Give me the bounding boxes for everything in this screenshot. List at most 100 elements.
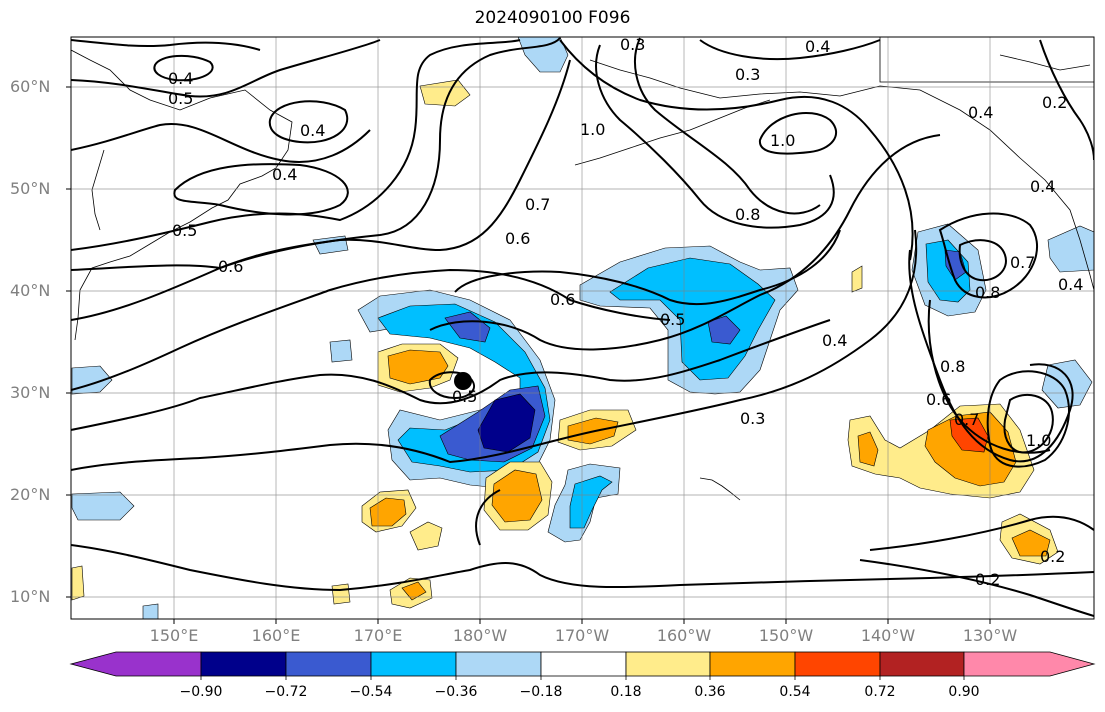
coastlines [71,37,1094,501]
negative-anomaly-patch [1047,225,1094,273]
lat-label-50n: 50°N [10,179,51,198]
contour-label: 0.8 [735,205,760,224]
colorbar-segment [709,651,796,677]
colorbar-segment [370,651,457,677]
contour-label: 0.7 [1010,253,1035,272]
contour-line [699,39,881,61]
map-title: 2024090100 F096 [474,8,631,28]
contour-line [938,212,1039,299]
contour-label: 1.0 [1026,431,1051,450]
contour-line [559,39,914,261]
contour-label: 0.2 [1040,547,1065,566]
gridlines [71,37,1094,619]
colorbar-tick-label: −0.54 [349,684,393,700]
negative-anomaly-patch [517,37,569,73]
contour-line [71,229,918,471]
colorbar-tick-label: −0.18 [519,684,563,700]
contour-line [173,163,349,216]
contour-label: 1.0 [580,120,605,139]
contour-label: 0.7 [954,410,979,429]
negative-anomaly-patch [444,311,491,343]
contour-line [758,111,838,155]
colorbar-segment [794,651,881,677]
contour-label: 0.6 [505,229,530,248]
colorbar-tick-label: −0.36 [434,684,478,700]
contour-line [153,54,214,82]
lon-label-180w: 180°W [452,626,508,645]
contour-line [268,100,349,144]
negative-anomaly-patch [569,475,613,529]
negative-anomaly-patch [707,315,741,345]
lat-label-20n: 20°N [10,485,51,504]
lon-label-160e: 160°E [251,626,301,645]
positive-anomaly-patch [491,469,543,523]
contour-label: 0.5 [452,387,477,406]
contour-label: 0.6 [926,390,951,409]
lat-label-60n: 60°N [10,77,51,96]
positive-anomaly-patch [331,583,351,605]
contour-line [71,39,521,251]
contour-line [475,489,501,546]
contour-label: 0.7 [525,195,550,214]
lat-label-10n: 10°N [10,587,51,606]
contour-label: 0.3 [620,35,645,54]
colorbar [69,651,1096,680]
lon-label-170w: 170°W [554,626,610,645]
contour-line [986,370,1070,468]
contour-label: 0.8 [940,357,965,376]
colorbar-segment [879,651,965,677]
coastline-aleutians [574,99,771,166]
axis-ticks [66,86,991,624]
contour-label: 0.2 [1042,93,1067,112]
positive-anomaly-patch [1011,529,1051,557]
contour-line [71,319,831,431]
contour-label: 0.6 [218,257,243,276]
coastline-hawaii [699,477,741,501]
coastline-alaska-north [879,37,1094,83]
lon-label-150w: 150°W [758,626,814,645]
contour-line [958,239,1007,282]
colorbar-tick-label: 0.90 [948,684,980,700]
contour-label: 0.5 [168,89,193,108]
negative-anomaly-patch [609,257,776,381]
contour-line [927,299,1051,454]
positive-anomaly-patch [857,431,879,467]
contour-line [1039,39,1094,161]
contour-line [859,559,1094,617]
contour-label: 0.3 [740,409,765,428]
contour-label: 0.4 [168,69,193,88]
colorbar-segment [285,651,372,677]
lon-label-170e: 170°E [353,626,403,645]
colorbar-segment [200,651,287,677]
contour-line [71,544,1094,592]
contour-label: 0.4 [1058,275,1083,294]
negative-anomaly-patch [329,339,353,363]
contour-line [71,59,571,321]
contour-line [71,39,261,51]
coastline-canada [999,54,1091,71]
positive-anomaly-patch [409,521,443,551]
contour-label: 0.6 [550,290,575,309]
storm-center-marker [454,372,472,390]
positive-anomaly-patch [71,565,85,601]
contour-label: 0.4 [272,165,297,184]
contour-label: 0.5 [172,221,197,240]
positive-anomaly-patch [401,581,427,601]
lat-label-30n: 30°N [10,383,51,402]
colorbar-segment [625,651,711,677]
contour-line [1003,393,1054,454]
contour-line [429,134,941,351]
contour-line [71,268,671,391]
lon-label-140w: 140°W [860,626,916,645]
contour-label: 0.3 [735,65,760,84]
colorbar-tick-label: 0.72 [864,684,896,700]
lon-label-160w: 160°W [656,626,712,645]
contour-labels: 0.4 0.5 0.4 0.4 0.5 0.6 0.4 0.3 1.0 1.0 … [168,35,1083,589]
shaded-anomaly-field [71,37,1094,619]
contour-line [869,515,1094,551]
positive-anomaly-patch [419,79,471,107]
contour-label: 0.4 [1030,177,1055,196]
colorbar-segment [455,651,542,677]
